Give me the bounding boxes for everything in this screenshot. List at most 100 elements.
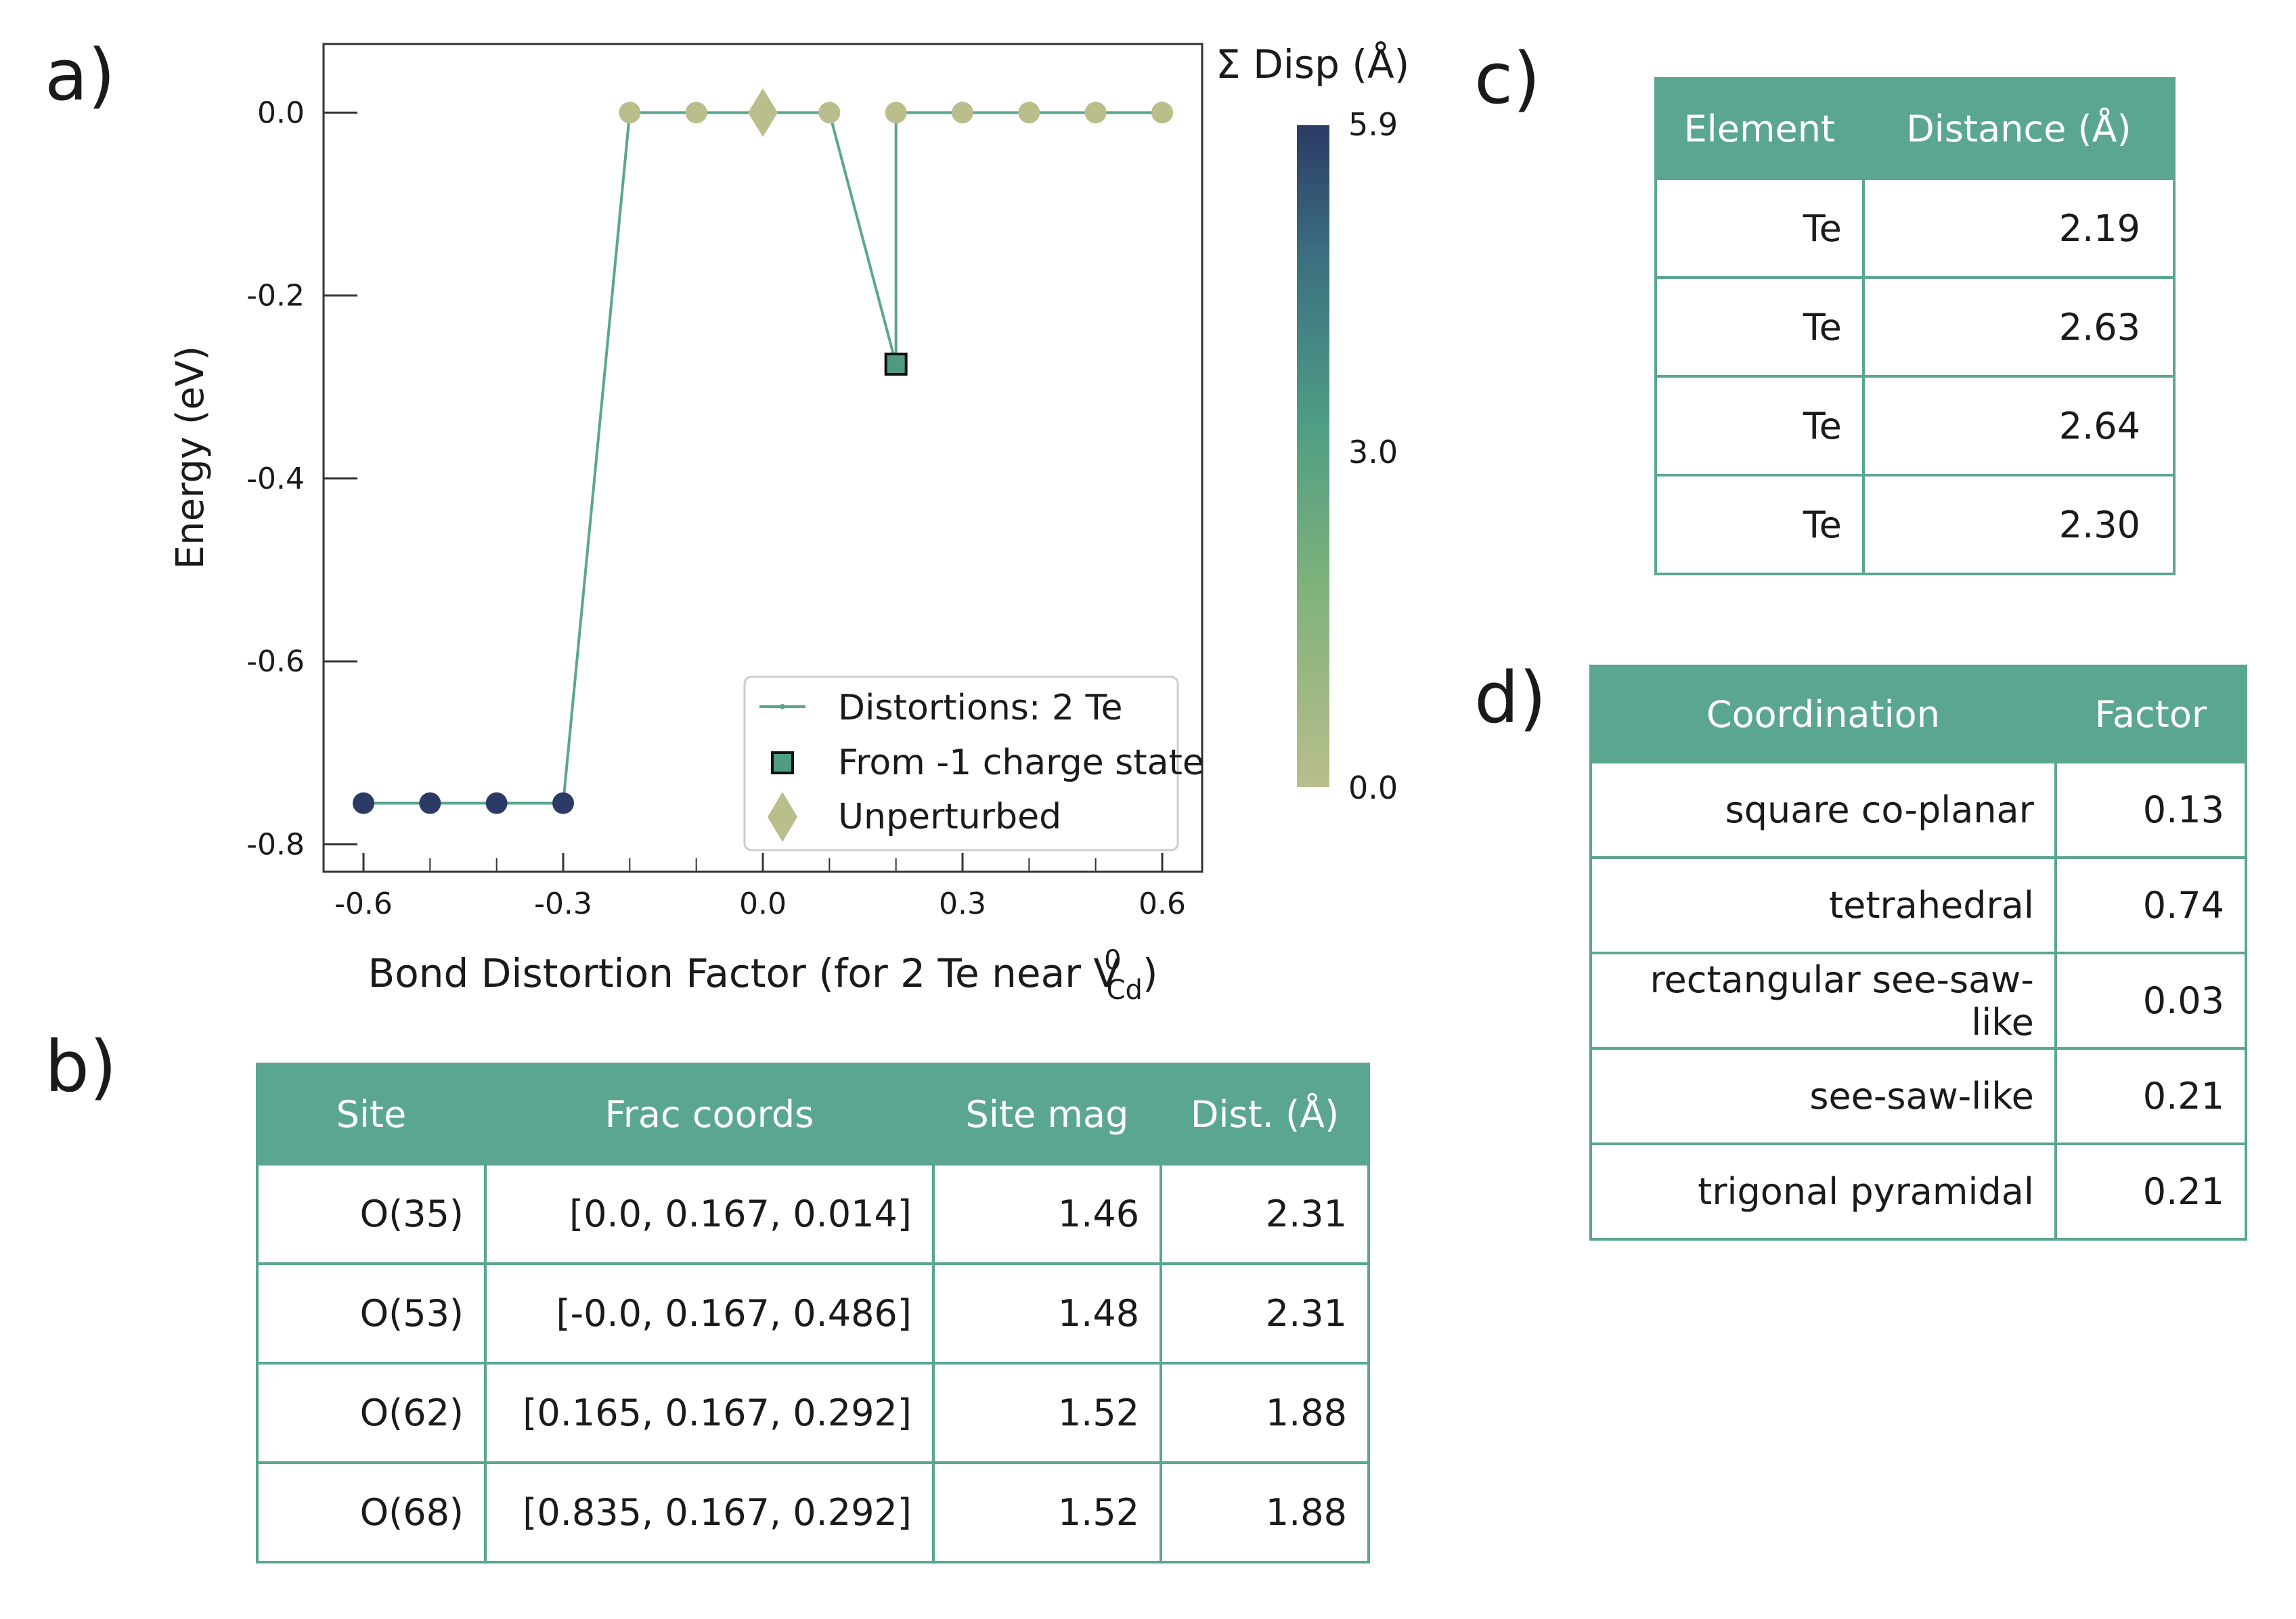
table-row: trigonal pyramidal 0.21 xyxy=(1589,1143,2248,1241)
y-tick-label: -0.6 xyxy=(246,644,305,679)
cell-site: O(35) xyxy=(256,1163,487,1265)
cell-frac-coords: [0.835, 0.167, 0.292] xyxy=(484,1461,935,1563)
colorbar-mid-label: 3.0 xyxy=(1348,434,1398,470)
table-row: Te 2.64 xyxy=(1654,375,2176,476)
cell-frac-coords: [0.165, 0.167, 0.292] xyxy=(484,1362,935,1464)
y-tick-label: -0.8 xyxy=(246,827,305,862)
x-tick-label: 0.0 xyxy=(739,887,787,921)
energy-chart: -0.6 -0.3 0.0 0.3 0.6 0.0 -0.2 -0.4 -0.6 -0.8 Ene… xyxy=(169,41,1409,1006)
colorbar-min-label: 0.0 xyxy=(1348,770,1398,806)
table-row: Te 2.63 xyxy=(1654,276,2176,378)
table-row: Te 2.19 xyxy=(1654,177,2176,279)
data-point xyxy=(619,102,641,124)
col-header-element: Element xyxy=(1654,77,1865,180)
cell-dist: 2.31 xyxy=(1160,1163,1370,1265)
cell-site-mag: 1.48 xyxy=(931,1262,1163,1365)
cell-factor: 0.74 xyxy=(2054,856,2248,954)
x-tick-label: -0.3 xyxy=(534,887,592,921)
cell-factor: 0.21 xyxy=(2054,1143,2248,1241)
cell-distance: 2.19 xyxy=(1861,177,2176,279)
cell-coordination: square co-planar xyxy=(1589,761,2057,859)
cell-site: O(68) xyxy=(256,1461,487,1563)
x-tick-label: -0.6 xyxy=(334,887,393,921)
data-point-unperturbed xyxy=(748,88,778,137)
y-tick-label: 0.0 xyxy=(257,95,305,130)
table-row: O(68) [0.835, 0.167, 0.292] 1.52 1.88 xyxy=(256,1461,1370,1563)
cell-site-mag: 1.52 xyxy=(931,1461,1163,1563)
site-table: Site Frac coords Site mag Dist. (Å) O(35… xyxy=(256,1063,1370,1563)
legend-label-from-charge: From -1 charge state xyxy=(838,742,1204,783)
col-header-coordination: Coordination xyxy=(1589,665,2057,763)
cell-coordination: tetrahedral xyxy=(1589,856,2057,954)
table-row: O(53) [-0.0, 0.167, 0.486] 1.48 2.31 xyxy=(256,1262,1370,1365)
table-row: O(35) [0.0, 0.167, 0.014] 1.46 2.31 xyxy=(256,1163,1370,1265)
x-axis-label-end: ) xyxy=(1143,950,1158,996)
cell-element: Te xyxy=(1654,474,1865,575)
cell-coordination: trigonal pyramidal xyxy=(1589,1143,2057,1241)
coordination-table: Coordination Factor square co-planar 0.1… xyxy=(1589,665,2248,1241)
col-header-dist: Dist. (Å) xyxy=(1160,1063,1370,1166)
cell-site: O(62) xyxy=(256,1362,487,1464)
cell-factor: 0.03 xyxy=(2054,952,2248,1050)
cell-dist: 1.88 xyxy=(1160,1362,1370,1464)
table-row: rectangular see-saw-like 0.03 xyxy=(1589,952,2248,1050)
x-axis-label: Bond Distortion Factor (for 2 Te near V0… xyxy=(368,945,1157,1006)
data-point xyxy=(552,792,574,814)
table-row: tetrahedral 0.74 xyxy=(1589,856,2248,954)
legend-label-unperturbed: Unperturbed xyxy=(838,797,1061,837)
data-point xyxy=(1151,102,1173,124)
panel-label-b: b) xyxy=(45,1025,117,1108)
cell-site-mag: 1.46 xyxy=(931,1163,1163,1265)
cell-site: O(53) xyxy=(256,1262,487,1365)
panel-label-c: c) xyxy=(1474,37,1541,120)
table-row: see-saw-like 0.21 xyxy=(1589,1047,2248,1145)
cell-site-mag: 1.52 xyxy=(931,1362,1163,1464)
data-point xyxy=(353,792,374,814)
data-point xyxy=(685,102,707,124)
col-header-frac-coords: Frac coords xyxy=(484,1063,935,1166)
data-point xyxy=(1018,102,1040,124)
cell-element: Te xyxy=(1654,276,1865,378)
col-header-factor: Factor xyxy=(2054,665,2248,763)
element-distance-table: Element Distance (Å) Te 2.19 Te 2.63 Te … xyxy=(1654,77,2176,575)
x-tick-label: 0.3 xyxy=(939,887,986,921)
legend-box xyxy=(743,675,1179,851)
colorbar-max-label: 5.9 xyxy=(1348,106,1398,143)
x-axis-label-sub: Cd xyxy=(1107,975,1143,1006)
cell-distance: 2.64 xyxy=(1861,375,2176,476)
series-line-distortions xyxy=(363,111,1162,805)
cell-element: Te xyxy=(1654,177,1865,279)
cell-factor: 0.21 xyxy=(2054,1047,2248,1145)
data-point-from-charge-state xyxy=(884,352,908,376)
cell-frac-coords: [0.0, 0.167, 0.014] xyxy=(484,1163,935,1265)
y-tick-label: -0.4 xyxy=(246,462,305,496)
cell-distance: 2.63 xyxy=(1861,276,2176,378)
legend-square-swatch xyxy=(771,751,794,774)
legend: Distortions: 2 Te From -1 charge state U… xyxy=(743,675,1204,851)
panel-label-d: d) xyxy=(1474,657,1547,739)
x-axis-label-main: Bond Distortion Factor (for 2 Te near V xyxy=(368,950,1120,996)
cell-distance: 2.30 xyxy=(1861,474,2176,575)
cell-element: Te xyxy=(1654,375,1865,476)
cell-coordination: rectangular see-saw-like xyxy=(1589,952,2057,1050)
table-row: Te 2.30 xyxy=(1654,474,2176,575)
col-header-site-mag: Site mag xyxy=(931,1063,1163,1166)
data-point xyxy=(1084,102,1107,124)
cell-dist: 1.88 xyxy=(1160,1461,1370,1563)
panel-label-a: a) xyxy=(45,34,116,116)
data-point xyxy=(818,102,841,124)
cell-coordination: see-saw-like xyxy=(1589,1047,2057,1145)
data-point xyxy=(485,792,508,814)
cell-dist: 2.31 xyxy=(1160,1262,1370,1365)
x-axis-label-sup: 0 xyxy=(1104,945,1121,976)
y-axis-label: Energy (eV) xyxy=(169,346,213,569)
data-point xyxy=(419,792,441,814)
x-tick-label: 0.6 xyxy=(1139,887,1186,921)
legend-diamond-swatch xyxy=(768,792,797,842)
y-tick-label: -0.2 xyxy=(246,279,305,313)
table-row: square co-planar 0.13 xyxy=(1589,761,2248,859)
legend-label-distortions: Distortions: 2 Te xyxy=(838,688,1122,728)
data-point xyxy=(952,102,973,124)
col-header-site: Site xyxy=(256,1063,487,1166)
data-point xyxy=(885,102,907,124)
